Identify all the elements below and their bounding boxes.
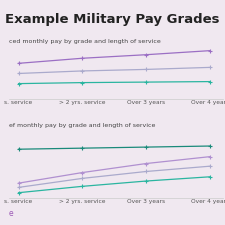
Text: ef monthly pay by grade and length of service: ef monthly pay by grade and length of se… [9,123,155,128]
Text: Example Military Pay Grades: Example Military Pay Grades [5,14,220,27]
Text: ced monthly pay by grade and length of service: ced monthly pay by grade and length of s… [9,39,161,44]
Text: e: e [9,209,14,218]
